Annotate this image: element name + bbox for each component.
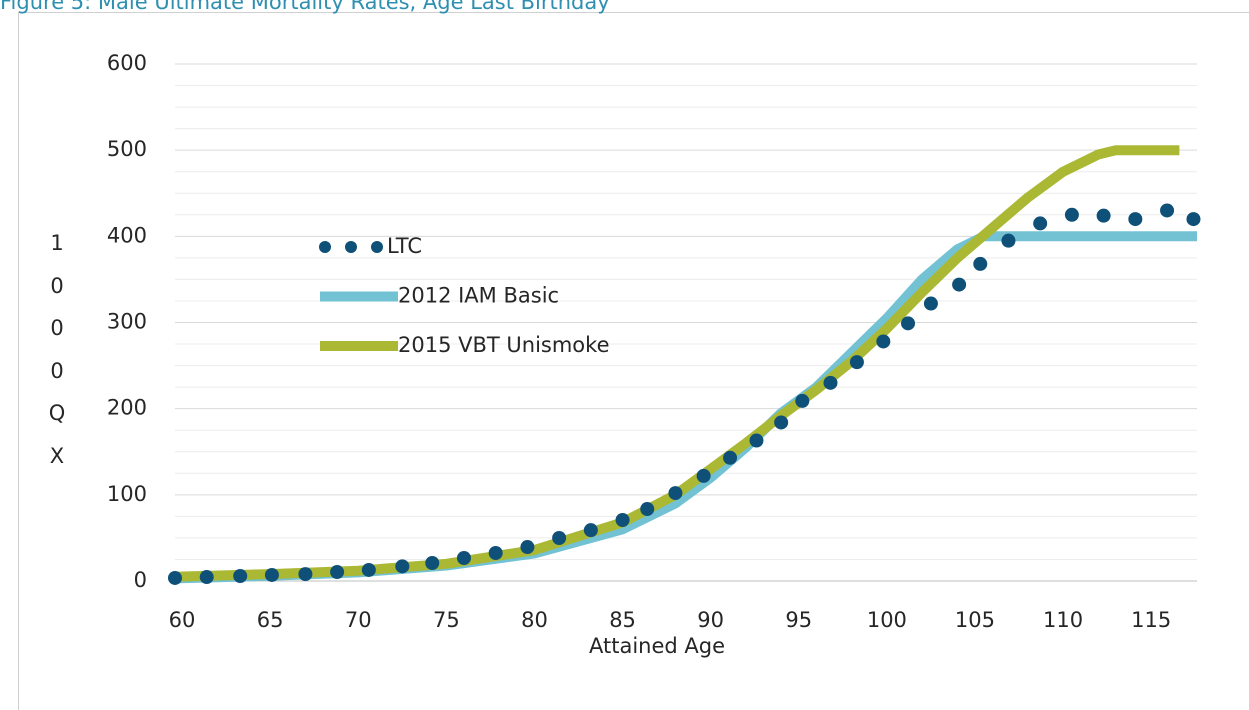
y-tick-label: 100	[107, 482, 147, 506]
x-tick-label: 60	[169, 608, 196, 632]
x-tick-label: 65	[257, 608, 284, 632]
data-point	[330, 565, 345, 580]
x-tick-label: 75	[433, 608, 460, 632]
data-point	[849, 355, 864, 370]
data-point	[1096, 208, 1111, 223]
y-tick-label: 300	[107, 310, 147, 334]
data-point	[233, 569, 248, 584]
legend-marker	[345, 241, 357, 253]
chart-frame	[18, 12, 1249, 710]
legend-marker	[319, 241, 331, 253]
data-point	[552, 531, 567, 546]
data-point	[952, 277, 967, 292]
legend-marker	[371, 241, 383, 253]
data-point	[264, 567, 279, 582]
chart-title: Figure 5: Male Ultimate Mortality Rates,…	[0, 0, 610, 14]
data-point	[795, 393, 810, 408]
data-point	[640, 502, 655, 517]
data-point	[615, 512, 630, 527]
data-point	[1160, 203, 1175, 218]
x-tick-label: 90	[697, 608, 724, 632]
data-point	[1064, 207, 1079, 222]
data-point	[168, 570, 182, 585]
x-tick-label: 115	[1131, 608, 1171, 632]
x-tick-label: 105	[955, 608, 995, 632]
data-point	[199, 570, 214, 585]
data-point	[876, 334, 891, 349]
data-point	[923, 296, 938, 311]
x-tick-label: 100	[867, 608, 907, 632]
x-tick-label: 70	[345, 608, 372, 632]
data-point	[361, 562, 376, 577]
data-point	[1001, 233, 1016, 248]
data-point	[1033, 216, 1048, 231]
y-tick-label: 200	[107, 396, 147, 420]
x-tick-label: 95	[785, 608, 812, 632]
legend-label: 2015 VBT Unismoke	[398, 333, 610, 357]
data-point	[298, 567, 313, 582]
data-point	[1128, 212, 1143, 227]
data-point	[723, 450, 738, 465]
data-point	[774, 415, 789, 430]
data-point	[425, 555, 440, 570]
data-point	[395, 559, 410, 574]
data-point	[1186, 212, 1201, 227]
data-point	[749, 433, 764, 448]
y-tick-label: 600	[107, 51, 147, 75]
data-point	[668, 486, 683, 501]
data-point	[901, 316, 916, 331]
data-point	[696, 468, 711, 483]
x-tick-label: 80	[521, 608, 548, 632]
data-point	[823, 375, 838, 390]
legend-label: LTC	[387, 234, 422, 258]
x-tick-label: 85	[609, 608, 636, 632]
data-point	[456, 550, 471, 565]
data-point	[583, 523, 598, 538]
data-point	[520, 540, 535, 555]
x-axis-title: Attained Age	[589, 634, 725, 658]
x-tick-label: 110	[1043, 608, 1083, 632]
data-point	[973, 256, 988, 271]
series-line	[174, 231, 1197, 584]
y-tick-label: 500	[107, 137, 147, 161]
y-axis-title: 1000QX	[48, 231, 66, 468]
series-line	[174, 145, 1180, 582]
legend-label: 2012 IAM Basic	[398, 284, 559, 308]
y-tick-label: 0	[134, 568, 147, 592]
data-point	[488, 545, 503, 560]
y-tick-label: 400	[107, 223, 147, 247]
